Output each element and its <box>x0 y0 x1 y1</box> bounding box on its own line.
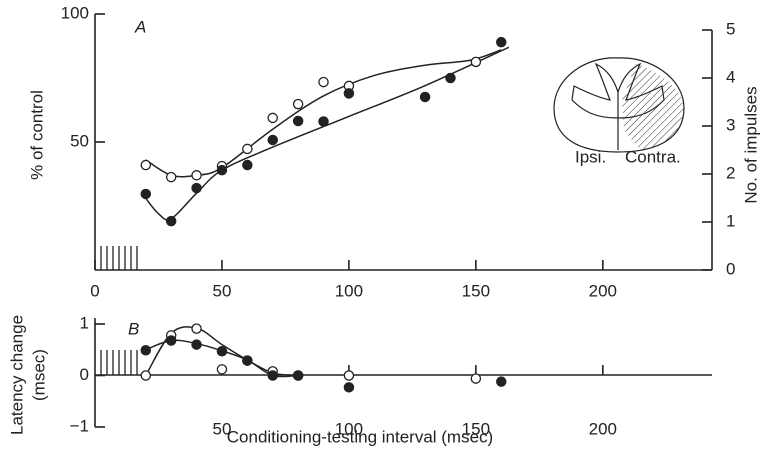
y2-tick-label: 2 <box>726 163 735 182</box>
y-tick-label: 0 <box>80 365 89 384</box>
data-point <box>292 370 304 381</box>
data-point <box>318 76 329 88</box>
x-tick-label: 200 <box>589 419 617 438</box>
data-point <box>165 215 177 227</box>
data-point <box>165 171 177 183</box>
data-point <box>292 115 304 127</box>
y2-axis-label: No. of impulses <box>741 86 760 203</box>
data-point <box>343 382 355 393</box>
panel-label: A <box>134 17 146 36</box>
x-tick-label: 150 <box>462 281 490 300</box>
data-point <box>140 188 152 200</box>
x-tick-label: 50 <box>212 419 231 438</box>
diagram-label: Contra. <box>625 147 681 166</box>
y2-tick-label: 1 <box>726 211 735 230</box>
y-axis-label: % of control <box>27 90 46 180</box>
data-point <box>191 182 202 194</box>
data-point <box>343 88 355 99</box>
data-point <box>216 364 228 375</box>
x-tick-label: 0 <box>90 281 99 300</box>
y2-tick-label: 0 <box>726 259 735 278</box>
y2-tick-label: 5 <box>726 19 735 38</box>
y-tick-label: 100 <box>61 3 89 22</box>
data-point <box>191 339 202 350</box>
data-point <box>343 370 355 381</box>
y-axis-label: (msec) <box>29 349 48 401</box>
x-axis-label: Conditioning-testing interval (msec) <box>227 427 493 446</box>
data-point <box>496 36 507 48</box>
x-tick-label: 50 <box>212 281 231 300</box>
data-point <box>242 355 253 366</box>
data-point <box>470 373 482 384</box>
data-point <box>191 170 202 181</box>
x-tick-label: 100 <box>335 419 363 438</box>
data-point <box>242 159 253 171</box>
data-point <box>292 98 304 110</box>
data-point <box>267 370 278 381</box>
fit-curve <box>145 46 510 221</box>
x-tick-label: 100 <box>335 281 363 300</box>
x-tick-label: 200 <box>589 281 617 300</box>
data-point <box>216 346 228 357</box>
data-point <box>318 116 329 127</box>
y2-tick-label: 3 <box>726 115 735 134</box>
data-point <box>470 56 482 68</box>
fit-curve <box>145 49 502 178</box>
data-point <box>419 91 431 103</box>
y-tick-label: 1 <box>80 313 89 332</box>
panel-label: B <box>128 319 139 338</box>
x-tick-label: 150 <box>462 419 490 438</box>
data-point <box>242 143 253 155</box>
data-point <box>267 112 278 124</box>
y2-tick-label: 4 <box>726 67 735 86</box>
data-point <box>216 164 228 176</box>
data-point <box>140 370 152 381</box>
diagram-label: Ipsi. <box>575 147 606 166</box>
data-point <box>445 72 456 84</box>
y-axis-label: Latency change <box>7 315 26 435</box>
data-point <box>191 323 202 334</box>
data-point <box>165 335 177 346</box>
data-point <box>140 159 152 171</box>
stimulus-marks <box>100 246 138 375</box>
y-tick-label: 50 <box>70 131 89 150</box>
data-point <box>496 376 507 387</box>
spinal-cord-diagram <box>553 57 685 153</box>
data-point <box>140 345 152 356</box>
y-tick-label: −1 <box>70 416 89 435</box>
data-point <box>267 134 278 146</box>
